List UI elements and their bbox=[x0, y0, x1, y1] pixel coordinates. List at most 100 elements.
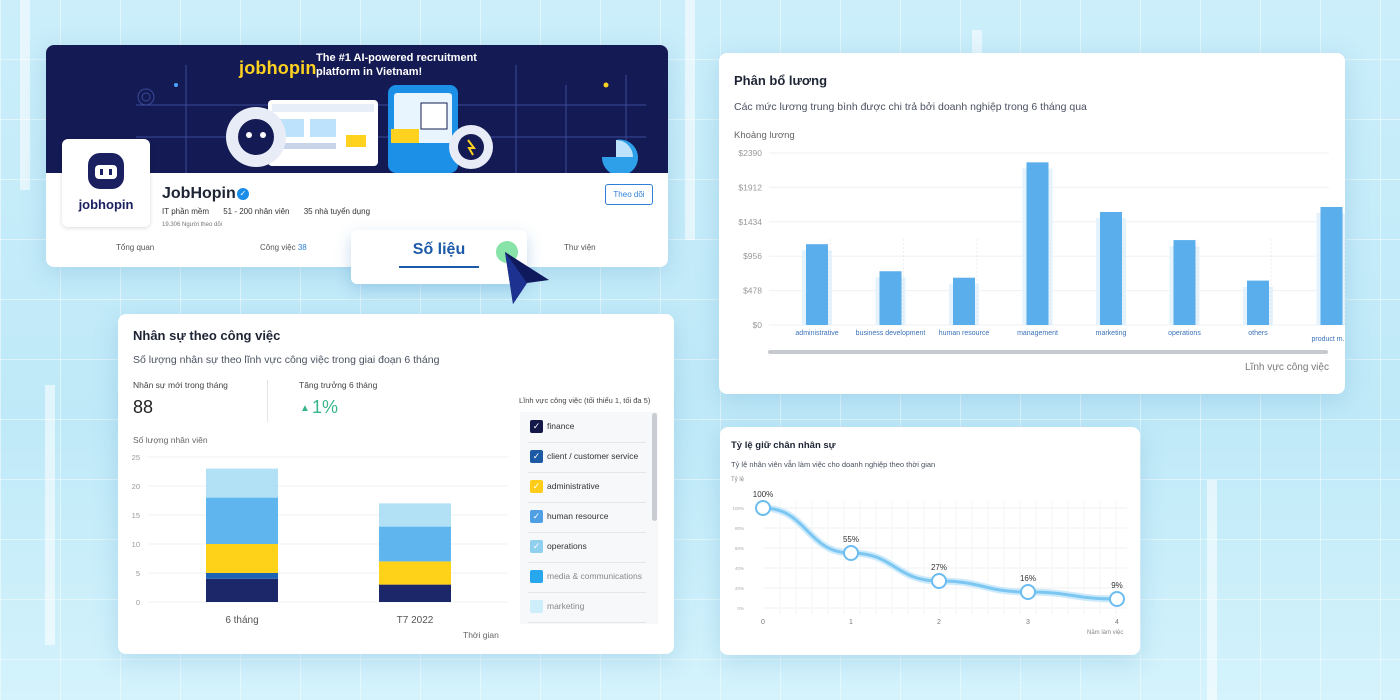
company-banner: jobhopin The #1 AI-powered recruitment p… bbox=[46, 45, 668, 173]
verified-check-icon: ✓ bbox=[237, 188, 249, 200]
salary-bar bbox=[1100, 212, 1122, 325]
job-field-filter-list: ✓ finance ✓ client / customer service ✓ admin… bbox=[520, 412, 658, 624]
filter-scrollbar[interactable] bbox=[652, 413, 657, 521]
x-category-label: others bbox=[1248, 330, 1268, 337]
tab-overview[interactable]: Tổng quan bbox=[116, 243, 155, 252]
new-staff-label: Nhân sự mới trong tháng bbox=[133, 380, 228, 390]
retention-point-label: 9% bbox=[1111, 581, 1123, 590]
retention-chart-ylabel: Tỷ lệ bbox=[731, 477, 745, 483]
job-field-filter-item[interactable]: ✓ human resource bbox=[528, 502, 646, 533]
y-tick-label: 0 bbox=[136, 598, 140, 607]
job-field-filter-item[interactable]: ✓ finance bbox=[528, 412, 646, 443]
staff-card-subtitle: Số lượng nhân sự theo lĩnh vực công việc… bbox=[133, 354, 440, 366]
retention-data-point bbox=[1109, 591, 1125, 607]
robot-logo-icon bbox=[88, 153, 124, 189]
retention-card-subtitle: Tỷ lệ nhân viên vẫn làm việc cho doanh n… bbox=[731, 460, 936, 469]
checkbox-checked-icon[interactable]: ✓ bbox=[530, 540, 543, 553]
y-tick-label: 60% bbox=[735, 546, 744, 551]
salary-card-subtitle: Các mức lương trung bình được chi trả bở… bbox=[734, 101, 1087, 113]
y-tick-label: 0% bbox=[737, 606, 744, 611]
retention-point-label: 55% bbox=[843, 535, 859, 544]
retention-point-label: 27% bbox=[931, 563, 947, 572]
salary-chart-horizontal-scrollbar[interactable] bbox=[768, 350, 1328, 354]
y-tick-label: $956 bbox=[743, 251, 762, 261]
y-tick-label: $0 bbox=[753, 320, 763, 330]
x-category-label: operations bbox=[1168, 330, 1201, 337]
salary-chart-xlabel: Lĩnh vực công việc bbox=[1245, 362, 1329, 373]
active-tab-underline bbox=[399, 266, 479, 268]
banner-tagline: The #1 AI-powered recruitment platform i… bbox=[316, 52, 477, 78]
stacked-bar-segment bbox=[379, 584, 451, 602]
background-stripe bbox=[972, 30, 982, 70]
staff-card-title: Nhân sự theo công việc bbox=[133, 328, 281, 343]
staff-chart-ylabel: Số lượng nhân viên bbox=[133, 435, 208, 445]
y-tick-label: 100% bbox=[732, 506, 744, 511]
salary-card-title: Phân bổ lương bbox=[734, 73, 828, 88]
job-field-filter-label: client / customer service bbox=[547, 451, 639, 461]
job-field-filter-label: finance bbox=[547, 421, 575, 431]
x-category-label: marketing bbox=[1096, 330, 1127, 337]
tab-library[interactable]: Thư viện bbox=[564, 243, 596, 252]
stacked-bar-segment bbox=[206, 573, 278, 579]
salary-chart-ylabel: Khoảng lương bbox=[734, 130, 795, 141]
retention-data-point bbox=[931, 573, 947, 589]
company-logo[interactable]: jobhopin bbox=[62, 139, 150, 227]
tab-jobs[interactable]: Công việc 38 bbox=[260, 243, 307, 252]
job-field-filter-item[interactable]: media & communications bbox=[528, 562, 646, 593]
color-swatch-icon[interactable] bbox=[530, 570, 543, 583]
x-category-label: product m... bbox=[1312, 336, 1346, 343]
stacked-bar-segment bbox=[206, 544, 278, 573]
mouse-cursor-icon bbox=[505, 252, 549, 304]
staff-chart-xlabel: Thời gian bbox=[463, 630, 499, 640]
job-field-filter-item[interactable]: ✓ administrative bbox=[528, 472, 646, 503]
y-tick-label: 15 bbox=[132, 511, 140, 520]
salary-bar bbox=[1247, 280, 1269, 325]
job-field-filter-item[interactable]: ✓ client / customer service bbox=[528, 442, 646, 473]
y-tick-label: 25 bbox=[132, 453, 140, 462]
x-category-label: 6 tháng bbox=[225, 615, 258, 626]
stacked-bar-segment bbox=[206, 578, 278, 602]
banner-illustration bbox=[136, 65, 646, 173]
company-name[interactable]: JobHopin bbox=[162, 185, 236, 202]
retention-data-point bbox=[755, 500, 771, 516]
tab-statistics-label: Số liệu bbox=[412, 241, 466, 258]
staff-by-job-card: Nhân sự theo công việc Số lượng nhân sự … bbox=[118, 314, 674, 654]
retention-rate-card: Tỷ lệ giữ chân nhân sự Tỷ lệ nhân viên v… bbox=[720, 427, 1140, 655]
job-field-filter-item[interactable]: marketing bbox=[528, 592, 646, 623]
stacked-bar-segment bbox=[379, 526, 451, 562]
banner-brand-text: jobhopin bbox=[239, 58, 317, 78]
x-category-label: T7 2022 bbox=[397, 615, 434, 626]
salary-bar bbox=[953, 277, 975, 325]
new-staff-value: 88 bbox=[133, 397, 154, 417]
staff-stacked-bar-chart: 0 5 10 15 20 25 6 tháng T7 2022 bbox=[132, 453, 508, 626]
retention-data-point bbox=[1020, 584, 1036, 600]
x-tick-label: 4 bbox=[1115, 619, 1119, 626]
checkbox-checked-icon[interactable]: ✓ bbox=[530, 450, 543, 463]
background-stripe bbox=[20, 0, 30, 190]
salary-bar bbox=[1320, 206, 1343, 325]
stat-divider bbox=[267, 380, 268, 422]
salary-bar-chart: $0 $478 $956 $1434 $1912 $2390 administrative b… bbox=[738, 148, 1346, 343]
checkbox-checked-icon[interactable]: ✓ bbox=[530, 510, 543, 523]
retention-line-chart: 0% 20% 40% 60% 80% 100% 100% 0 55% 1 27% 2 16% 3 9% 4 bbox=[732, 490, 1127, 626]
x-tick-label: 1 bbox=[849, 619, 853, 626]
company-meta: IT phần mềm 51 - 200 nhân viên 35 nhà tu… bbox=[162, 207, 382, 216]
stacked-bar-segment bbox=[206, 468, 278, 498]
followers-count: 19.306 Người theo dõi bbox=[162, 222, 222, 228]
color-swatch-icon[interactable] bbox=[530, 600, 543, 613]
y-tick-label: 20% bbox=[735, 586, 744, 591]
job-field-filter-label: administrative bbox=[547, 481, 600, 491]
retention-point-label: 100% bbox=[753, 490, 773, 499]
salary-bar bbox=[806, 244, 828, 325]
job-field-filter-item[interactable]: ✓ operations bbox=[528, 532, 646, 563]
x-category-label: administrative bbox=[795, 330, 838, 337]
salary-distribution-card: Phân bổ lương Các mức lương trung bình đ… bbox=[719, 53, 1345, 394]
logo-wordmark: jobhopin bbox=[78, 197, 134, 212]
retention-data-point bbox=[843, 545, 859, 561]
checkbox-checked-icon[interactable]: ✓ bbox=[530, 480, 543, 493]
growth-value: 1% bbox=[312, 397, 339, 417]
job-field-filter-label: marketing bbox=[547, 601, 585, 611]
follow-button[interactable]: Theo dõi bbox=[605, 184, 653, 205]
checkbox-checked-icon[interactable]: ✓ bbox=[530, 420, 543, 433]
y-tick-label: $1912 bbox=[738, 182, 762, 192]
